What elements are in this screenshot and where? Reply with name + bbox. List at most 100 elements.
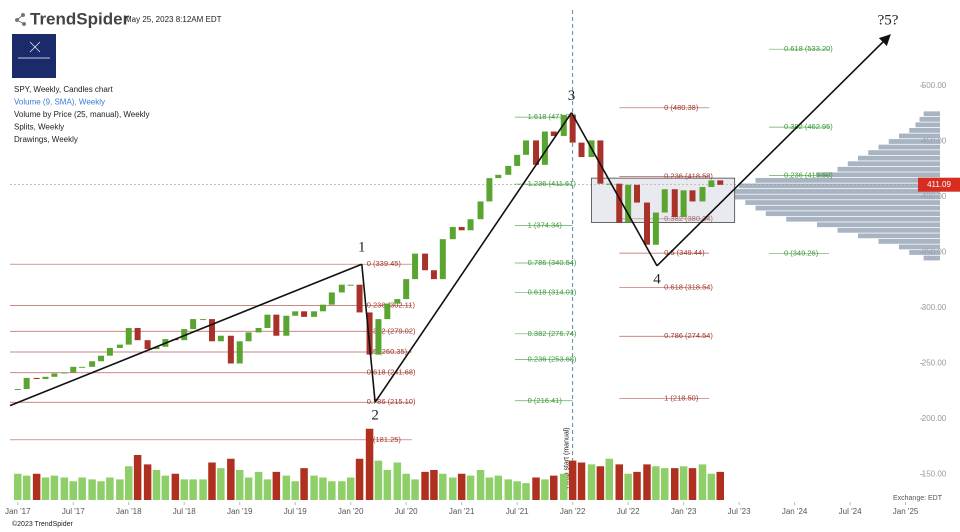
volume-bar [670, 468, 679, 500]
volume-bar [457, 473, 466, 500]
volume-profile-bar [735, 194, 940, 200]
candle [236, 341, 243, 364]
volume-bar [254, 471, 263, 500]
volume-profile-bar [899, 244, 940, 250]
volume-bar [143, 464, 152, 500]
candle [106, 347, 113, 356]
volume-bar [393, 462, 402, 500]
candle [51, 373, 58, 377]
volume-profile-bar [755, 205, 940, 211]
volume-bar [263, 479, 272, 500]
candle [301, 311, 308, 317]
candle [439, 239, 446, 280]
fib-label: 0 (349.26) [784, 248, 819, 257]
candle [644, 202, 650, 245]
volume-bar [97, 481, 105, 500]
fib-label: 0 (480.38) [664, 103, 699, 112]
volume-bar [291, 481, 299, 500]
volume-bar [227, 458, 235, 500]
fib-label: 0.236 (253.68) [528, 354, 577, 363]
candle [412, 253, 419, 280]
candle [458, 226, 465, 231]
volume-bar [50, 475, 59, 500]
volume-bar [124, 466, 133, 500]
volume-bar [300, 468, 308, 500]
candle [366, 312, 373, 355]
wave-label: 2 [371, 408, 379, 424]
volume-bar [615, 464, 624, 500]
candle [616, 183, 623, 223]
volume-bar [106, 477, 114, 500]
fib-label: 1 (181.25) [367, 435, 402, 444]
volume-bar [78, 477, 86, 500]
wave-line [656, 34, 891, 267]
fib-label: 0.236 (302.11) [367, 301, 416, 310]
volume-bar [161, 475, 170, 500]
volume-profile-bar [847, 161, 940, 167]
volume-bar [355, 458, 364, 500]
candle [403, 279, 410, 300]
candle [569, 114, 576, 143]
fib-label: 1 (374.34) [528, 220, 563, 229]
candle [708, 180, 715, 188]
fib-label: 1 (218.50) [664, 393, 699, 402]
volume-bar [338, 481, 346, 500]
candle [208, 319, 215, 342]
candle [200, 319, 207, 321]
volume-bar [217, 468, 225, 500]
volume-bar [189, 479, 197, 500]
candle [652, 212, 659, 245]
volume-bar [319, 477, 327, 500]
volume-bar [199, 479, 207, 500]
candle [625, 184, 632, 223]
fib-label: 0.618 (533.20) [784, 44, 833, 53]
x-tick-label: Jan '19 [227, 507, 253, 516]
candle [89, 361, 96, 367]
volume-bar [88, 479, 96, 500]
x-tick-label: Jan '17 [5, 507, 31, 516]
volume-bar [208, 462, 216, 500]
volume-bar [522, 483, 530, 500]
volume-bar [532, 477, 540, 500]
wave-line [374, 112, 573, 403]
volume-profile-bar [837, 166, 940, 172]
volume-profile-bar [739, 183, 940, 189]
legend-entry: Splits, Weekly [14, 123, 64, 132]
fib-label: 1.618 (471.94) [528, 112, 577, 121]
brand: TrendSpider [30, 9, 130, 28]
candle [227, 335, 234, 364]
x-tick-label: Jul '22 [617, 507, 640, 516]
volume-bar [328, 481, 336, 500]
candle [495, 174, 502, 179]
fib-label: 0.618 (241.68) [367, 368, 416, 377]
candle [430, 270, 437, 280]
volume-bar [374, 460, 383, 500]
volume-profile-bar [923, 111, 940, 117]
wave-label: 1 [358, 240, 366, 256]
candle [477, 201, 484, 220]
candle [311, 311, 318, 317]
candle [671, 189, 678, 217]
fib-label: 0.786 (340.54) [528, 258, 577, 267]
volume-bar [235, 470, 244, 500]
volume-bar [411, 479, 419, 500]
x-tick-label: Jan '25 [893, 507, 919, 516]
x-tick-label: Jan '21 [449, 507, 475, 516]
volume-profile-bar [878, 238, 940, 244]
volume-bar [504, 479, 513, 500]
volume-bar [41, 477, 50, 500]
legend: SPY, Weekly, Candles chart Volume (9, SMA… [14, 85, 149, 144]
candle [384, 303, 391, 320]
volume-profile-bar [858, 155, 940, 161]
fib-label: 0.382 (462.95) [784, 122, 833, 131]
fib-label: 0.382 (276.74) [528, 329, 577, 338]
volume-bar [707, 473, 716, 500]
volume-bar [180, 479, 188, 500]
candle [717, 180, 724, 185]
fib-label: 0.5 (349.44) [664, 248, 705, 257]
volume-bar [494, 475, 503, 500]
x-tick-label: Jan '20 [338, 507, 364, 516]
y-tick-label: 300.00 [922, 303, 947, 312]
x-tick-label: Jul '18 [173, 507, 196, 516]
volume-profile-bar [909, 250, 940, 255]
